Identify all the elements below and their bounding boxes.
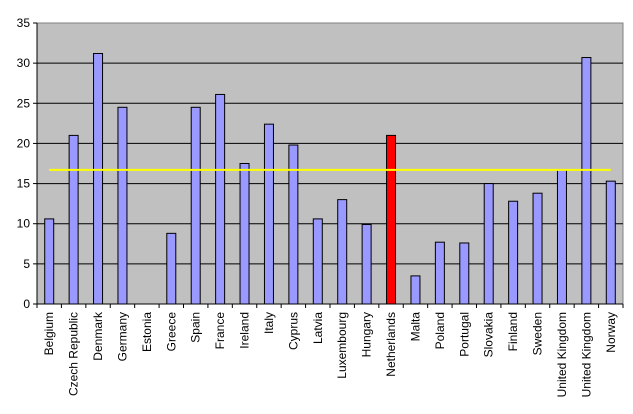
x-tick-label: France bbox=[213, 312, 227, 350]
x-tick-label: United Kingdom bbox=[555, 312, 569, 397]
bar-latvia bbox=[312, 218, 323, 305]
bar-hungary bbox=[361, 224, 372, 305]
y-tick-label: 35 bbox=[17, 16, 31, 30]
y-tick-label: 10 bbox=[17, 217, 31, 231]
bar-greece bbox=[166, 232, 177, 305]
y-tick-label: 0 bbox=[23, 297, 30, 311]
y-tick-label: 25 bbox=[17, 96, 31, 110]
y-tick-label: 15 bbox=[17, 177, 31, 191]
x-tick-label: Czech Republic bbox=[67, 312, 81, 396]
x-tick-label: Belgium bbox=[42, 312, 56, 355]
bar-malta bbox=[410, 275, 421, 305]
x-tick-label: Portugal bbox=[457, 312, 471, 357]
bar-sweden bbox=[532, 192, 543, 305]
x-tick-label: Greece bbox=[164, 312, 178, 352]
x-tick-label: Hungary bbox=[360, 312, 374, 357]
x-tick-label: Poland bbox=[433, 312, 447, 349]
bar-ireland bbox=[239, 163, 250, 305]
x-tick-label: Netherlands bbox=[384, 312, 398, 377]
bar-united-kingdom bbox=[556, 169, 567, 305]
bar-finland bbox=[508, 200, 519, 305]
x-tick-label: Latvia bbox=[311, 312, 325, 344]
x-tick-label: Luxembourg bbox=[335, 312, 349, 379]
x-tick-label: Denmark bbox=[91, 311, 105, 361]
x-tick-label: Germany bbox=[115, 312, 129, 361]
bar-poland bbox=[434, 241, 445, 305]
bar-netherlands bbox=[386, 134, 397, 305]
bar-denmark bbox=[93, 53, 104, 305]
x-tick-label: Cyprus bbox=[286, 312, 300, 350]
x-tick-label: United Kingdom bbox=[579, 312, 593, 397]
bars bbox=[44, 53, 616, 305]
bar-cyprus bbox=[288, 144, 299, 305]
bar-italy bbox=[263, 123, 274, 305]
bar-spain bbox=[190, 106, 201, 305]
x-tick-label: Ireland bbox=[238, 312, 252, 349]
bar-czech-republic bbox=[68, 134, 79, 305]
bar-belgium bbox=[44, 218, 55, 305]
y-tick-label: 20 bbox=[17, 136, 31, 150]
x-tick-label: Malta bbox=[408, 312, 422, 342]
x-tick-label: Italy bbox=[262, 312, 276, 334]
plot-area bbox=[36, 22, 624, 305]
y-tick-label: 5 bbox=[23, 257, 30, 271]
x-tick-label: Estonia bbox=[140, 312, 154, 352]
x-tick-label: Spain bbox=[189, 312, 203, 343]
x-tick-label: Sweden bbox=[531, 312, 545, 355]
bar-germany bbox=[117, 106, 128, 305]
y-tick-label: 30 bbox=[17, 56, 31, 70]
bar-united-kingdom bbox=[581, 57, 592, 305]
gridlines bbox=[37, 62, 623, 265]
bar-luxembourg bbox=[337, 199, 348, 305]
bar-norway bbox=[605, 180, 616, 305]
x-tick-label: Finland bbox=[506, 312, 520, 351]
bar-portugal bbox=[459, 242, 470, 305]
bar-france bbox=[215, 93, 226, 305]
bar-slovakia bbox=[483, 183, 494, 305]
x-tick-label: Norway bbox=[604, 312, 618, 353]
y-axis: 0 5 10 15 20 25 30 35 bbox=[17, 16, 38, 311]
x-tick-label: Slovakia bbox=[482, 312, 496, 358]
x-axis: Belgium Czech Republic Denmark Germany Eston… bbox=[36, 303, 624, 397]
